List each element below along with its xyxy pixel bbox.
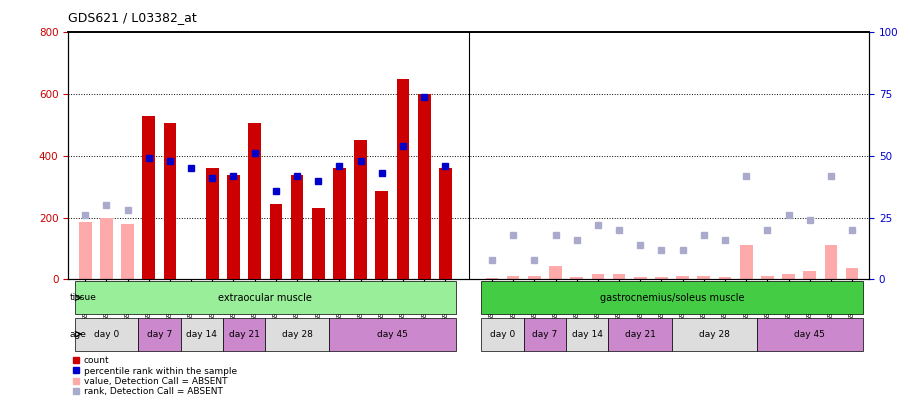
Bar [824,245,837,279]
Bar [783,274,795,279]
Bar [206,168,218,279]
Text: day 0: day 0 [490,330,515,339]
Bar [528,276,541,279]
Bar [100,218,113,279]
Text: GDS621 / L03382_at: GDS621 / L03382_at [68,11,197,24]
Text: day 14: day 14 [571,330,602,339]
Bar [354,141,367,279]
Bar [269,205,282,279]
Text: day 7: day 7 [147,330,172,339]
Bar [121,224,134,279]
Bar [566,318,609,351]
Text: day 28: day 28 [699,330,730,339]
Bar [740,245,753,279]
Bar [655,277,668,279]
Bar [634,277,647,279]
Bar [845,268,858,279]
Bar [549,266,561,279]
Bar [612,274,625,279]
Bar [672,318,757,351]
Bar [223,318,266,351]
Bar [75,318,138,351]
Text: day 28: day 28 [281,330,312,339]
Bar [266,318,329,351]
Text: gastrocnemius/soleus muscle: gastrocnemius/soleus muscle [600,293,744,303]
Bar [228,175,240,279]
Bar [418,94,430,279]
Bar [676,276,689,279]
Bar [481,318,524,351]
Bar [329,318,456,351]
Bar [248,123,261,279]
Bar [804,271,816,279]
Legend: count, percentile rank within the sample, value, Detection Call = ABSENT, rank, : count, percentile rank within the sample… [73,356,237,396]
Bar [481,281,863,314]
Text: age: age [69,330,86,339]
Bar [79,222,92,279]
Bar [138,318,180,351]
Text: day 7: day 7 [532,330,558,339]
Bar [164,123,177,279]
Text: day 21: day 21 [228,330,259,339]
Bar [486,278,499,279]
Text: day 45: day 45 [794,330,825,339]
Bar [592,274,604,279]
Bar [571,277,583,279]
Text: day 45: day 45 [377,330,408,339]
Text: day 21: day 21 [625,330,656,339]
Text: tissue: tissue [69,293,96,302]
Bar [507,276,520,279]
Bar [397,79,410,279]
Bar [376,192,389,279]
Bar [180,318,223,351]
Text: day 14: day 14 [187,330,217,339]
Bar [142,116,155,279]
Bar [719,277,732,279]
Bar [75,281,456,314]
Text: day 0: day 0 [94,330,119,339]
Bar [290,175,303,279]
Bar [524,318,566,351]
Bar [333,168,346,279]
Bar [761,276,774,279]
Bar [697,276,710,279]
Text: extraocular muscle: extraocular muscle [218,293,312,303]
Bar [609,318,672,351]
Bar [312,209,325,279]
Bar [439,168,451,279]
Bar [757,318,863,351]
